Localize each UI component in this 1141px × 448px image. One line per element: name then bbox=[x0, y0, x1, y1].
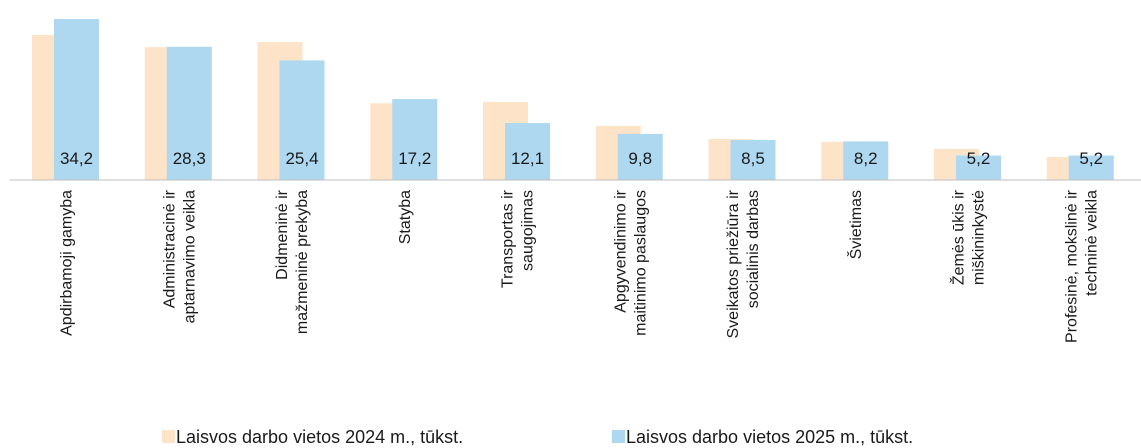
x-tick-label-line: mažmeninė prekyba bbox=[294, 190, 311, 334]
value-label: 17,2 bbox=[398, 149, 431, 168]
value-label: 8,5 bbox=[741, 149, 765, 168]
x-tick-label: Administracinė ir aptarnavimo veikla bbox=[161, 189, 198, 323]
x-tick-label-line: aptarnavimo veikla bbox=[181, 190, 198, 324]
bar bbox=[166, 46, 212, 180]
x-tick-label: Profesinė, mokslinė ir techninė veikla bbox=[1063, 189, 1100, 343]
bar bbox=[1068, 155, 1114, 180]
value-label: 34,2 bbox=[60, 149, 93, 168]
x-tick-label-line: maitinimo paslaugos bbox=[632, 190, 649, 336]
bar bbox=[279, 60, 325, 181]
bar bbox=[505, 123, 550, 180]
legend-swatch bbox=[162, 430, 175, 443]
x-tick-label: Sveikatos priežiūra ir socialinis darbas bbox=[725, 189, 762, 338]
x-tick-label: Statyba bbox=[397, 190, 414, 244]
legend-label: Laisvos darbo vietos 2024 m., tūkst. bbox=[176, 427, 463, 447]
x-tick-label-line: Administracinė ir bbox=[161, 189, 178, 308]
x-tick-label-line: Žemės ūkis ir bbox=[949, 189, 968, 285]
x-tick-label-line: Švietimas bbox=[846, 190, 865, 259]
x-tick-label-line: Apdirbamoji gamyba bbox=[59, 190, 76, 336]
bar bbox=[617, 133, 663, 180]
bar bbox=[392, 99, 438, 180]
x-tick-label: Didmeninė ir mažmeninė prekyba bbox=[274, 189, 311, 334]
x-tick-label-line: miškininkystė bbox=[971, 190, 988, 285]
bar bbox=[843, 141, 889, 180]
x-tick-label-line: Profesinė, mokslinė ir bbox=[1063, 189, 1080, 343]
x-tick-label-line: Didmeninė ir bbox=[274, 189, 291, 279]
legend-label: Laisvos darbo vietos 2025 m., tūkst. bbox=[626, 427, 913, 447]
x-tick-label: Apgyvendinimo ir maitinimo paslaugos bbox=[612, 189, 649, 336]
legend-swatch bbox=[612, 430, 625, 443]
x-tick-label-line: saugojimas bbox=[520, 190, 537, 271]
x-tick-label: Žemės ūkis ir miškininkystė bbox=[949, 189, 988, 285]
x-tick-label: Apdirbamoji gamyba bbox=[59, 190, 76, 336]
value-label: 25,4 bbox=[285, 149, 318, 168]
x-tick-label-line: Sveikatos priežiūra ir bbox=[725, 189, 742, 338]
x-tick-label: Švietimas bbox=[846, 190, 865, 259]
x-tick-label: Transportas ir saugojimas bbox=[500, 189, 537, 288]
bar bbox=[956, 155, 1001, 180]
value-label: 28,3 bbox=[173, 149, 206, 168]
value-label: 12,1 bbox=[511, 149, 544, 168]
x-tick-label-line: Transportas ir bbox=[500, 189, 517, 288]
x-tick-label-line: techninė veikla bbox=[1083, 190, 1100, 296]
value-label: 5,2 bbox=[967, 149, 991, 168]
x-tick-label-line: socialinis darbas bbox=[745, 190, 762, 308]
bar bbox=[54, 19, 99, 180]
bar bbox=[730, 139, 776, 180]
value-label: 9,8 bbox=[628, 149, 652, 168]
x-tick-label-line: Apgyvendinimo ir bbox=[612, 189, 629, 312]
value-label: 8,2 bbox=[854, 149, 878, 168]
value-label: 5,2 bbox=[1079, 149, 1103, 168]
x-tick-label-line: Statyba bbox=[397, 190, 414, 244]
